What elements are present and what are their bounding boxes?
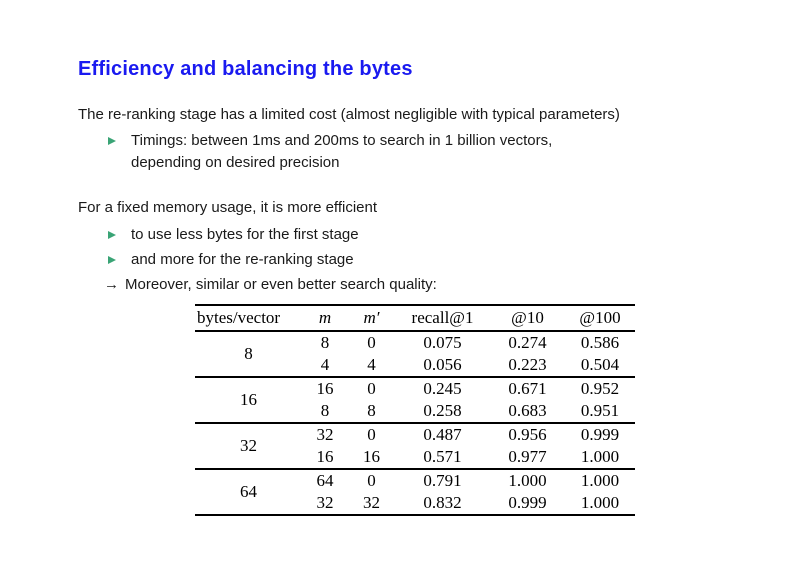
cell-recall-10: 1.000 — [508, 471, 547, 491]
cell-m: 8 — [320, 333, 330, 353]
table-group-8: 8 8 0 0.075 0.274 0.586 4 4 0.056 0.223 … — [195, 331, 635, 377]
group-bytes-value: 8 — [244, 344, 253, 364]
cell-recall-100: 0.504 — [580, 355, 620, 375]
cell-m-prime: 0 — [367, 425, 376, 445]
table-row: 8 8 0.258 0.683 0.951 — [195, 400, 635, 423]
cell-recall-1: 0.571 — [423, 447, 462, 467]
col-header-m-prime: m′ — [363, 308, 380, 328]
cell-recall-100: 0.999 — [580, 425, 620, 445]
results-table-header: bytes/vector m m′ recall@1 @10 @100 — [195, 305, 635, 331]
paragraph-reranking-cost: The re-ranking stage has a limited cost … — [78, 106, 620, 123]
cell-recall-10: 0.956 — [508, 425, 547, 445]
group-bytes-value: 16 — [240, 390, 257, 410]
cell-recall-10: 0.274 — [508, 333, 547, 353]
cell-recall-1: 0.791 — [423, 471, 462, 491]
results-table: bytes/vector m m′ recall@1 @10 @100 8 8 … — [195, 304, 635, 516]
table-row: 8 8 0 0.075 0.274 0.586 — [195, 331, 635, 363]
col-header-recall-at-1: recall@1 — [411, 308, 474, 328]
col-header-m: m — [318, 308, 332, 328]
table-row: 16 16 0 0.245 0.671 0.952 — [195, 377, 635, 409]
cell-m: 16 — [316, 447, 334, 467]
table-header-row: bytes/vector m m′ recall@1 @10 @100 — [195, 305, 635, 331]
cell-recall-100: 0.951 — [580, 401, 620, 421]
cell-m: 16 — [316, 379, 334, 399]
cell-recall-100: 0.952 — [580, 379, 620, 399]
group-bytes-value: 32 — [240, 436, 257, 456]
cell-m-prime: 32 — [363, 493, 380, 513]
cell-recall-1: 0.245 — [423, 379, 462, 399]
cell-recall-100: 1.000 — [580, 493, 620, 513]
cell-recall-10: 0.977 — [508, 447, 547, 467]
cell-recall-10: 0.671 — [508, 379, 547, 399]
cell-m-prime: 4 — [367, 355, 376, 375]
col-header-bytes-vector: bytes/vector — [197, 308, 281, 328]
table-row: 32 32 0 0.487 0.956 0.999 — [195, 423, 635, 455]
bullet-triangle-icon — [108, 137, 116, 145]
cell-m-prime: 0 — [367, 333, 376, 353]
table-row: 64 64 0 0.791 1.000 1.000 — [195, 469, 635, 501]
bullet-more-reranking: and more for the re-ranking stage — [131, 251, 354, 268]
cell-recall-10: 0.223 — [508, 355, 547, 375]
table-row: 4 4 0.056 0.223 0.504 — [195, 354, 635, 377]
cell-m-prime: 16 — [363, 447, 380, 467]
cell-recall-10: 0.683 — [508, 401, 547, 421]
cell-recall-1: 0.258 — [423, 401, 462, 421]
arrow-conclusion-line: → Moreover, similar or even better search… — [104, 276, 437, 293]
cell-recall-100: 0.586 — [580, 333, 620, 353]
cell-recall-100: 1.000 — [580, 471, 620, 491]
cell-recall-1: 0.832 — [423, 493, 462, 513]
cell-m: 32 — [316, 493, 334, 513]
cell-m: 4 — [320, 355, 330, 375]
cell-m-prime: 0 — [367, 471, 376, 491]
bullet-less-bytes: to use less bytes for the first stage — [131, 226, 359, 243]
table-row: 16 16 0.571 0.977 1.000 — [195, 446, 635, 469]
cell-recall-1: 0.075 — [423, 333, 462, 353]
table-row: 32 32 0.832 0.999 1.000 — [195, 492, 635, 515]
bullet-timings-line1: Timings: between 1ms and 200ms to search… — [131, 132, 553, 149]
paragraph-fixed-memory: For a fixed memory usage, it is more eff… — [78, 199, 378, 216]
col-header-at-10: @10 — [511, 308, 544, 328]
table-group-16: 16 16 0 0.245 0.671 0.952 8 8 0.258 0.68… — [195, 377, 635, 423]
cell-m: 64 — [316, 471, 334, 491]
slide-title: Efficiency and balancing the bytes — [78, 58, 413, 80]
bullet-triangle-icon — [108, 231, 116, 239]
cell-recall-1: 0.056 — [423, 355, 462, 375]
cell-m: 8 — [320, 401, 330, 421]
cell-recall-10: 0.999 — [508, 493, 547, 513]
cell-m-prime: 8 — [367, 401, 376, 421]
cell-recall-1: 0.487 — [423, 425, 462, 445]
right-arrow-icon: → — [104, 276, 119, 293]
cell-recall-100: 1.000 — [580, 447, 620, 467]
table-group-64: 64 64 0 0.791 1.000 1.000 32 32 0.832 0.… — [195, 469, 635, 515]
group-bytes-value: 64 — [240, 482, 257, 502]
cell-m: 32 — [316, 425, 334, 445]
table-group-32: 32 32 0 0.487 0.956 0.999 16 16 0.571 0.… — [195, 423, 635, 469]
bullet-triangle-icon — [108, 256, 116, 264]
arrow-conclusion-text: Moreover, similar or even better search … — [125, 276, 437, 293]
cell-m-prime: 0 — [367, 379, 376, 399]
col-header-at-100: @100 — [579, 308, 621, 328]
bullet-timings-line2: depending on desired precision — [131, 154, 340, 171]
